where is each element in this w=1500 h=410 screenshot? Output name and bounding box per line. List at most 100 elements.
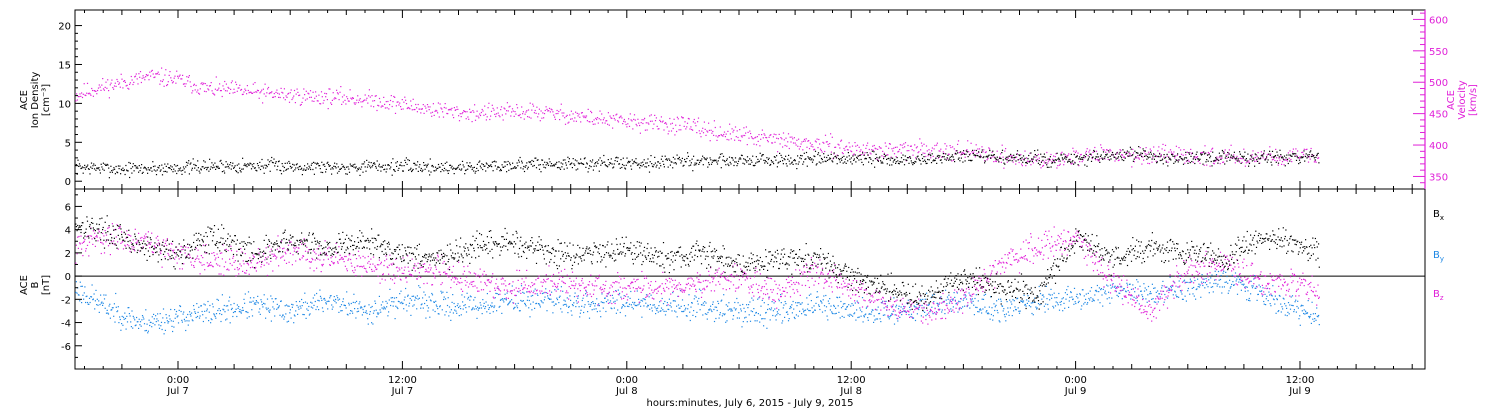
data-point bbox=[197, 167, 199, 169]
data-point bbox=[1303, 150, 1305, 152]
data-point bbox=[531, 309, 533, 311]
data-point bbox=[690, 306, 692, 308]
data-point bbox=[372, 323, 374, 325]
data-point bbox=[523, 165, 525, 168]
data-point bbox=[234, 91, 236, 93]
data-point bbox=[829, 157, 831, 159]
data-point bbox=[808, 309, 810, 312]
data-point bbox=[570, 163, 572, 165]
data-point bbox=[1266, 161, 1268, 163]
data-point bbox=[905, 159, 907, 161]
data-point bbox=[916, 156, 918, 158]
data-point bbox=[179, 167, 182, 169]
data-point bbox=[1055, 159, 1057, 161]
data-point bbox=[1034, 297, 1036, 299]
data-point bbox=[754, 164, 756, 166]
data-point bbox=[591, 161, 593, 163]
data-point bbox=[497, 166, 499, 168]
data-point bbox=[974, 156, 976, 158]
data-point bbox=[686, 315, 688, 317]
data-point bbox=[189, 311, 191, 313]
data-point bbox=[1026, 160, 1029, 162]
data-point bbox=[1198, 283, 1200, 285]
data-point bbox=[713, 134, 715, 136]
data-point bbox=[550, 108, 552, 110]
data-point bbox=[150, 75, 152, 77]
data-point bbox=[507, 110, 509, 112]
data-point bbox=[1101, 294, 1103, 296]
data-point bbox=[969, 153, 971, 155]
data-point bbox=[889, 316, 891, 318]
data-point bbox=[801, 155, 803, 157]
data-point bbox=[1267, 300, 1269, 302]
data-point bbox=[894, 158, 896, 161]
data-point bbox=[105, 294, 107, 296]
data-point bbox=[340, 304, 343, 306]
data-point bbox=[838, 159, 841, 161]
data-point bbox=[263, 294, 265, 296]
data-point bbox=[568, 306, 570, 308]
data-point bbox=[541, 292, 543, 295]
data-point bbox=[1089, 290, 1091, 292]
data-point bbox=[844, 158, 846, 160]
data-point bbox=[153, 313, 155, 315]
data-point bbox=[880, 147, 882, 149]
data-point bbox=[323, 99, 325, 102]
data-point bbox=[963, 153, 965, 155]
data-point bbox=[1141, 155, 1143, 158]
data-point bbox=[594, 163, 596, 165]
data-point bbox=[501, 298, 504, 300]
data-point bbox=[262, 88, 264, 90]
data-point bbox=[1265, 304, 1267, 306]
data-point bbox=[643, 305, 645, 307]
data-point bbox=[521, 162, 523, 164]
data-point bbox=[1071, 163, 1073, 165]
data-point bbox=[302, 313, 304, 316]
data-point bbox=[771, 142, 773, 144]
data-point bbox=[1254, 160, 1256, 163]
data-point bbox=[1099, 302, 1101, 304]
data-point bbox=[90, 296, 92, 298]
data-point bbox=[603, 117, 605, 119]
data-point bbox=[769, 134, 771, 136]
data-point bbox=[1268, 153, 1270, 155]
data-point bbox=[178, 75, 180, 77]
data-point bbox=[1284, 165, 1286, 167]
data-point bbox=[1167, 165, 1169, 167]
data-point bbox=[1281, 306, 1283, 308]
data-point bbox=[850, 157, 852, 159]
data-point bbox=[213, 166, 215, 168]
data-point bbox=[220, 320, 222, 323]
data-point bbox=[642, 164, 645, 166]
data-point bbox=[1058, 164, 1061, 166]
data-point bbox=[953, 292, 955, 294]
data-point bbox=[262, 165, 264, 167]
data-point bbox=[821, 158, 823, 161]
data-point bbox=[1021, 163, 1023, 165]
data-point bbox=[681, 116, 683, 118]
data-point bbox=[1245, 158, 1247, 160]
data-point bbox=[914, 319, 917, 322]
data-point bbox=[483, 114, 485, 116]
data-point bbox=[611, 294, 613, 296]
data-point bbox=[1194, 155, 1196, 157]
data-point bbox=[1181, 158, 1183, 160]
data-point bbox=[378, 97, 381, 100]
data-point bbox=[414, 296, 416, 298]
data-point bbox=[839, 161, 841, 163]
data-point bbox=[234, 165, 236, 167]
data-point bbox=[240, 89, 242, 91]
data-point bbox=[761, 299, 763, 301]
data-point bbox=[1183, 279, 1186, 281]
data-point bbox=[967, 304, 969, 306]
data-point bbox=[728, 156, 731, 158]
data-point bbox=[108, 97, 110, 99]
data-point bbox=[837, 297, 839, 299]
data-point bbox=[100, 89, 102, 91]
data-point bbox=[920, 163, 922, 165]
data-point bbox=[1070, 153, 1072, 155]
data-point bbox=[715, 135, 717, 137]
data-point bbox=[909, 306, 911, 308]
data-point bbox=[166, 84, 169, 86]
data-point bbox=[744, 317, 746, 319]
